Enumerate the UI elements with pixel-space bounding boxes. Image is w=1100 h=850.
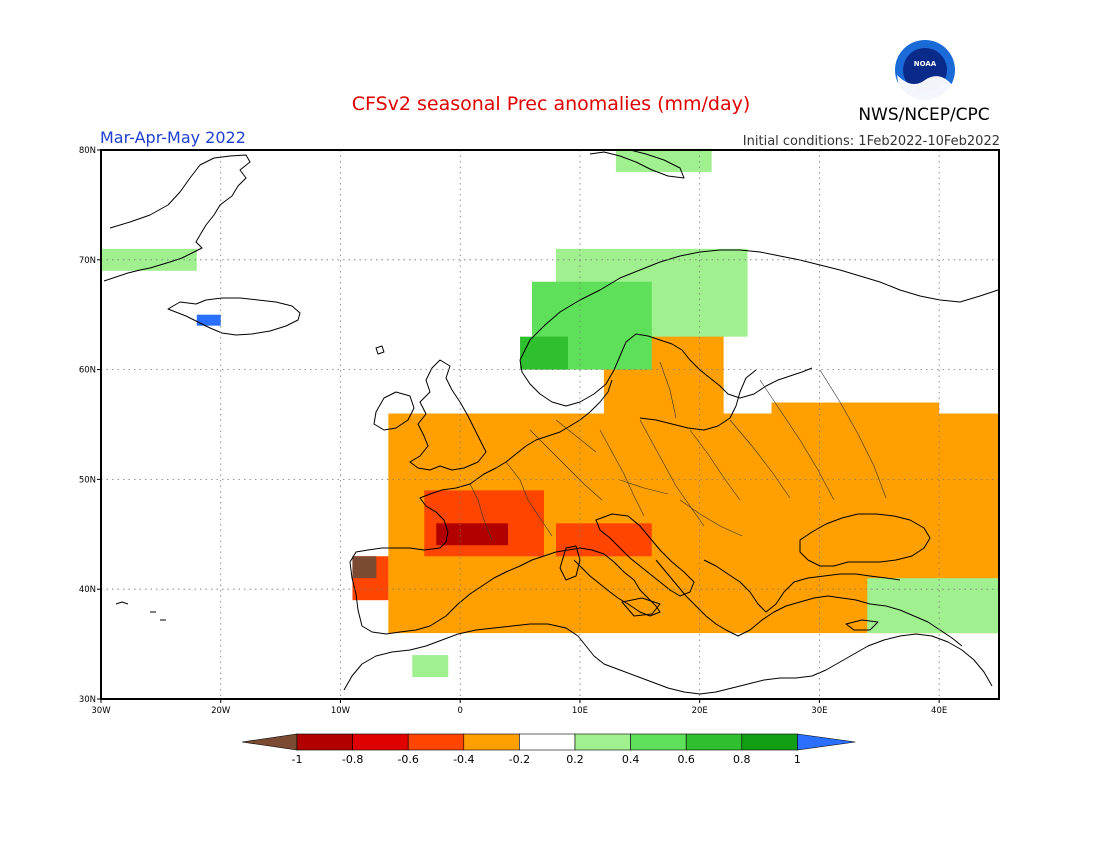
- lat-tick-label-0: 30N: [79, 695, 96, 705]
- colorbar-swatch-8: [685, 733, 743, 751]
- colorbar-label-5: 0.2: [566, 753, 584, 766]
- sicily-coast: [621, 597, 661, 617]
- anomaly-region-4: [555, 523, 652, 557]
- colorbar-swatch-1: [296, 733, 353, 751]
- map-frame: [100, 149, 1000, 700]
- ireland-coast: [373, 391, 415, 431]
- colorbar-label-3: -0.4: [453, 753, 474, 766]
- lat-tick-label-2: 50N: [79, 475, 96, 485]
- colorbar-swatch-7: [630, 733, 687, 751]
- axis-ticks: 30W 20W 10W 0 10E 20E 30E 40E 30N 40N 50N 60N 70N 80N: [79, 146, 947, 716]
- lat-tick-label-4: 70N: [79, 256, 96, 266]
- graticule: [101, 150, 999, 699]
- colorbar-swatches: [241, 733, 856, 751]
- colorbar-swatch-9: [741, 733, 798, 751]
- noaa-logo-gull: [897, 75, 953, 101]
- lat-tick-label-1: 40N: [79, 585, 96, 595]
- sardinia-coast: [559, 545, 581, 581]
- border-lines: [469, 361, 887, 541]
- colorbar-label-2: -0.6: [397, 753, 418, 766]
- lon-tick-label-1: 20W: [211, 706, 231, 716]
- country-borders: [469, 361, 887, 541]
- italy-coast: [595, 513, 695, 597]
- colorbar-swatch-4: [463, 733, 520, 751]
- scandinavia-coast: [519, 333, 813, 407]
- north-africa-coast: [343, 623, 993, 695]
- svalbard-coast: [589, 149, 685, 179]
- britain-coast: [409, 359, 487, 471]
- colorbar-label-4: -0.2: [509, 753, 530, 766]
- season-label: Mar-Apr-May 2022: [100, 128, 246, 147]
- colorbar-labels: -1 -0.8 -0.6 -0.4 -0.2 0.2 0.4 0.6 0.8 1: [292, 753, 801, 766]
- lon-tick-label-5: 20E: [692, 706, 708, 716]
- colorbar-swatch-10: [797, 733, 856, 751]
- colorbar-label-1: -0.8: [342, 753, 363, 766]
- anomaly-region-2: [771, 402, 940, 458]
- anomaly-region-7: [352, 556, 377, 579]
- lon-tick-label-4: 10E: [572, 706, 588, 716]
- noaa-logo: NOAA: [895, 40, 955, 101]
- anomaly-region-15: [412, 655, 449, 678]
- agency-label: NWS/NCEP/CPC: [858, 105, 989, 125]
- anomaly-region-13: [615, 150, 712, 172]
- colorbar: -1 -0.8 -0.6 -0.4 -0.2 0.2 0.4 0.6 0.8 1: [241, 733, 856, 766]
- cyprus-coast: [845, 619, 879, 631]
- europe-coast: [349, 249, 999, 647]
- colorbar-swatch-2: [352, 733, 409, 751]
- lon-tick-label-0: 30W: [91, 706, 111, 716]
- colorbar-swatch-0: [241, 733, 298, 751]
- lat-tick-label-3: 60N: [79, 366, 96, 376]
- lon-tick-label-3: 0: [457, 706, 462, 716]
- anomaly-region-11: [196, 314, 221, 326]
- iceland-coast: [167, 297, 301, 336]
- anomaly-region-14: [867, 578, 999, 634]
- anomaly-region-12: [101, 248, 197, 271]
- lon-tick-label-6: 30E: [811, 706, 827, 716]
- chart-title: CFSv2 seasonal Prec anomalies (mm/day): [352, 93, 751, 115]
- noaa-logo-text: NOAA: [914, 60, 937, 68]
- aegean-coast: [703, 559, 901, 613]
- anomaly-region-6: [436, 523, 509, 546]
- colorbar-label-7: 0.6: [677, 753, 695, 766]
- black-sea-coast: [799, 513, 931, 567]
- map-area: 30W 20W 10W 0 10E 20E 30E 40E 30N 40N 50N 60N 70N 80N: [79, 146, 1000, 716]
- baltic-coast: [639, 369, 757, 431]
- colorbar-swatch-6: [574, 733, 631, 751]
- initial-conditions-label: Initial conditions: 1Feb2022-10Feb2022: [743, 134, 1000, 149]
- atlantic-islands: [115, 345, 385, 621]
- colorbar-swatch-3: [407, 733, 465, 751]
- lat-tick-label-5: 80N: [79, 146, 96, 156]
- lon-tick-label-7: 40E: [931, 706, 947, 716]
- colorbar-label-0: -1: [292, 753, 303, 766]
- lon-tick-label-2: 10W: [331, 706, 351, 716]
- colorbar-label-8: 0.8: [733, 753, 751, 766]
- colorbar-swatch-5: [519, 733, 576, 751]
- coastlines: [103, 149, 999, 695]
- anomaly-region-10: [520, 336, 568, 370]
- colorbar-label-6: 0.4: [622, 753, 640, 766]
- colorbar-label-9: 1: [794, 753, 801, 766]
- greenland-coast: [103, 154, 251, 282]
